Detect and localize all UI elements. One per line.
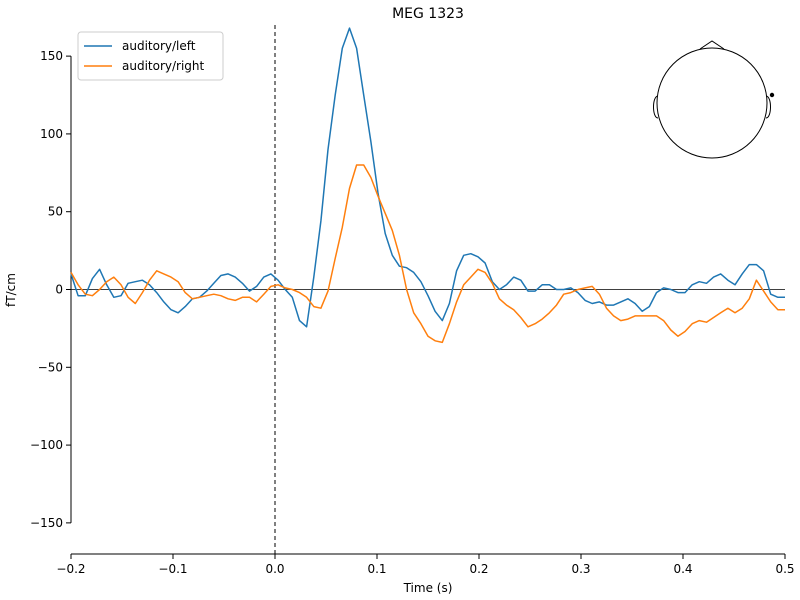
y-tick-label: −100 — [30, 438, 63, 452]
sensor-marker — [769, 92, 775, 98]
head-left-ear — [653, 95, 659, 119]
y-axis-label: fT/cm — [4, 273, 18, 307]
head-nose — [699, 40, 725, 50]
y-tick-label: 0 — [55, 283, 63, 297]
y-tick-label: 150 — [40, 49, 63, 63]
x-axis-label: Time (s) — [403, 581, 453, 595]
x-tick-label: 0.2 — [469, 562, 488, 576]
plot-ticks: −0.2 −0.1 0.0 0.1 0.2 0.3 0.4 0.5 −150 −100 −50 0 50… — [30, 49, 795, 576]
plot-axes — [70, 25, 785, 555]
legend-label: auditory/left — [122, 39, 196, 53]
x-tick-label: 0.4 — [673, 562, 692, 576]
x-tick-label: 0.5 — [775, 562, 794, 576]
x-tick-label: −0.1 — [158, 562, 187, 576]
plot-lines — [70, 27, 785, 344]
y-tick-label: 50 — [48, 205, 63, 219]
sensor-head-inset — [653, 40, 775, 159]
chart-title: MEG 1323 — [392, 6, 464, 22]
legend: auditory/left auditory/right — [77, 31, 224, 81]
x-tick-label: 0.3 — [571, 562, 590, 576]
legend-label: auditory/right — [122, 59, 205, 73]
legend-box — [77, 31, 224, 81]
head-outline — [656, 47, 768, 159]
y-tick-label: −150 — [30, 516, 63, 530]
y-tick-label: −50 — [38, 360, 63, 374]
x-tick-label: −0.2 — [56, 562, 85, 576]
series-line-2 — [70, 164, 785, 344]
x-tick-label: 0.0 — [265, 562, 284, 576]
x-tick-label: 0.1 — [367, 562, 386, 576]
series-line-1 — [70, 27, 785, 328]
y-tick-label: 100 — [40, 127, 63, 141]
head-right-ear — [765, 95, 771, 119]
